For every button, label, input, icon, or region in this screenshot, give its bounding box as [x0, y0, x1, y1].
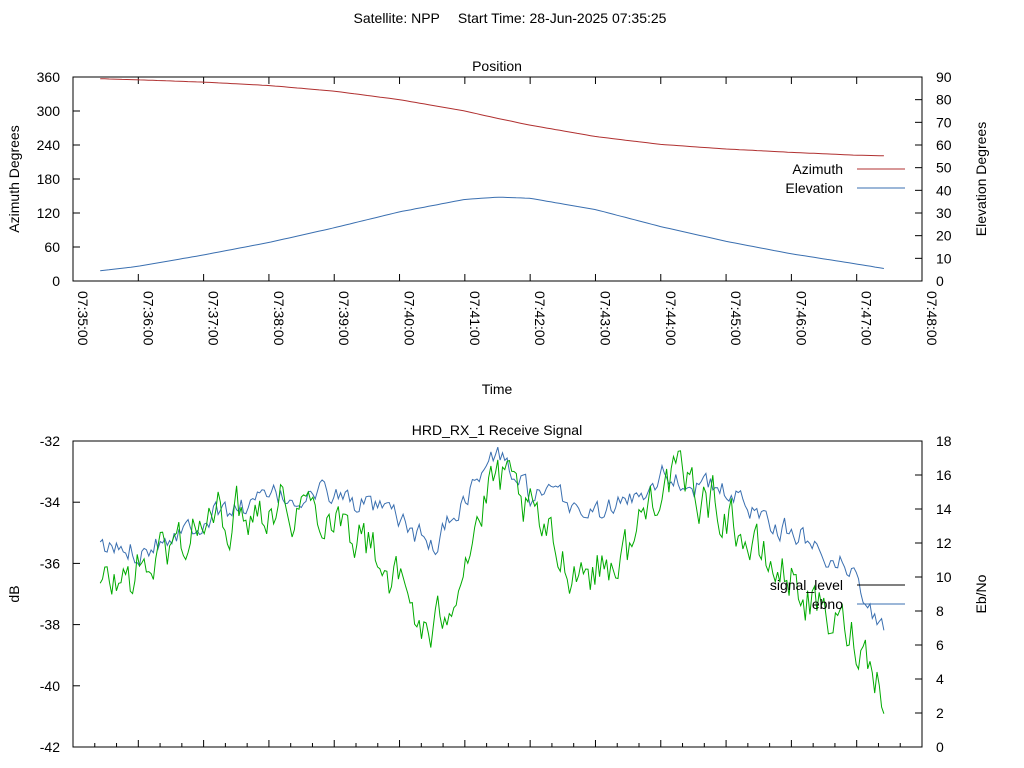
- signal-axis-ticks: -42 -40 -38 -36 -34 -32 0 2 4 6 8 10 12 14 16 18: [40, 433, 952, 755]
- db-axis-label: dB: [6, 585, 22, 602]
- signal-series: [99, 446, 885, 714]
- position-right-tick-label: 90: [936, 69, 952, 85]
- ebno-axis-label: Eb/No: [973, 574, 989, 613]
- position-plot-frame: [72, 76, 923, 282]
- time-tick-label: 07:44:00: [663, 291, 679, 346]
- azimuth-axis-label: Azimuth Degrees: [6, 125, 22, 232]
- time-tick-label: 07:39:00: [336, 291, 352, 346]
- position-axis-ticks: 0 60 120 180 240 300 360 0 10 20 30 40 50 60 70 80 90 07:…: [37, 69, 952, 346]
- position-right-tick-label: 0: [936, 273, 944, 289]
- position-series: [100, 78, 884, 272]
- time-tick-label: 07:42:00: [532, 291, 548, 346]
- time-tick-label: 07:48:00: [924, 291, 940, 346]
- position-right-tick-label: 70: [936, 114, 952, 130]
- signal-right-tick-label: 18: [936, 433, 952, 449]
- position-left-tick-label: 120: [37, 205, 61, 221]
- elevation-series-line: [100, 196, 884, 272]
- report-header: Satellite: NPP Start Time: 28-Jun-2025 07…: [354, 10, 667, 26]
- time-tick-label: 07:41:00: [467, 291, 483, 346]
- position-left-tick-label: 180: [37, 171, 61, 187]
- signal-left-tick-label: -32: [40, 433, 60, 449]
- position-chart-title: Position: [472, 58, 522, 74]
- signal-left-tick-label: -38: [40, 617, 60, 633]
- signal_level-series-line: [99, 446, 885, 631]
- signal-plot-frame: [72, 440, 923, 748]
- signal-left-tick-label: -42: [40, 739, 60, 755]
- satellite-label: Satellite: NPP: [354, 10, 440, 26]
- azimuth-series-line: [100, 78, 884, 157]
- signal-right-tick-label: 0: [936, 739, 944, 755]
- time-tick-label: 07:35:00: [75, 291, 91, 346]
- position-legend: Azimuth Elevation: [785, 161, 905, 196]
- signal-right-tick-label: 14: [936, 501, 952, 517]
- position-left-tick-label: 60: [44, 239, 60, 255]
- time-tick-label: 07:38:00: [271, 291, 287, 346]
- position-right-tick-label: 50: [936, 160, 952, 176]
- signal-chart: HRD_RX_1 Receive Signal dB Eb/No -42-40-…: [6, 422, 989, 755]
- position-left-tick-label: 360: [37, 69, 61, 85]
- ebno-series-line: [99, 450, 885, 714]
- elevation-axis-label: Elevation Degrees: [973, 122, 989, 236]
- signal-right-tick-label: 8: [936, 603, 944, 619]
- position-right-tick-label: 40: [936, 182, 952, 198]
- position-chart: Position Azimuth Degrees Elevation Degre…: [6, 58, 989, 397]
- signal-chart-title: HRD_RX_1 Receive Signal: [412, 422, 582, 438]
- signal-right-tick-label: 12: [936, 535, 952, 551]
- legend-elevation-label: Elevation: [785, 180, 843, 196]
- position-right-tick-label: 30: [936, 205, 952, 221]
- start-time-label: Start Time: 28-Jun-2025 07:35:25: [458, 10, 667, 26]
- legend-signal_level-label: signal_level: [770, 577, 843, 593]
- position-right-tick-label: 10: [936, 250, 952, 266]
- signal-right-tick-label: 16: [936, 467, 952, 483]
- position-right-tick-label: 20: [936, 228, 952, 244]
- legend-azimuth-label: Azimuth: [792, 161, 843, 177]
- signal-left-tick-label: -40: [40, 678, 60, 694]
- signal-left-tick-label: -36: [40, 555, 60, 571]
- time-axis-label: Time: [482, 381, 513, 397]
- position-right-tick-label: 80: [936, 92, 952, 108]
- signal-left-tick-label: -34: [40, 494, 60, 510]
- time-tick-label: 07:37:00: [206, 291, 222, 346]
- time-tick-label: 07:43:00: [597, 291, 613, 346]
- position-left-tick-label: 240: [37, 137, 61, 153]
- time-tick-label: 07:47:00: [859, 291, 875, 346]
- time-tick-label: 07:36:00: [140, 291, 156, 346]
- position-left-tick-label: 0: [52, 273, 60, 289]
- signal-right-tick-label: 6: [936, 637, 944, 653]
- signal-right-tick-label: 2: [936, 705, 944, 721]
- legend-ebno-label: ebno: [812, 596, 843, 612]
- signal-right-tick-label: 10: [936, 569, 952, 585]
- position-right-tick-label: 60: [936, 137, 952, 153]
- time-tick-label: 07:46:00: [793, 291, 809, 346]
- signal-right-tick-label: 4: [936, 671, 944, 687]
- position-left-tick-label: 300: [37, 103, 61, 119]
- time-tick-label: 07:40:00: [402, 291, 418, 346]
- time-tick-label: 07:45:00: [728, 291, 744, 346]
